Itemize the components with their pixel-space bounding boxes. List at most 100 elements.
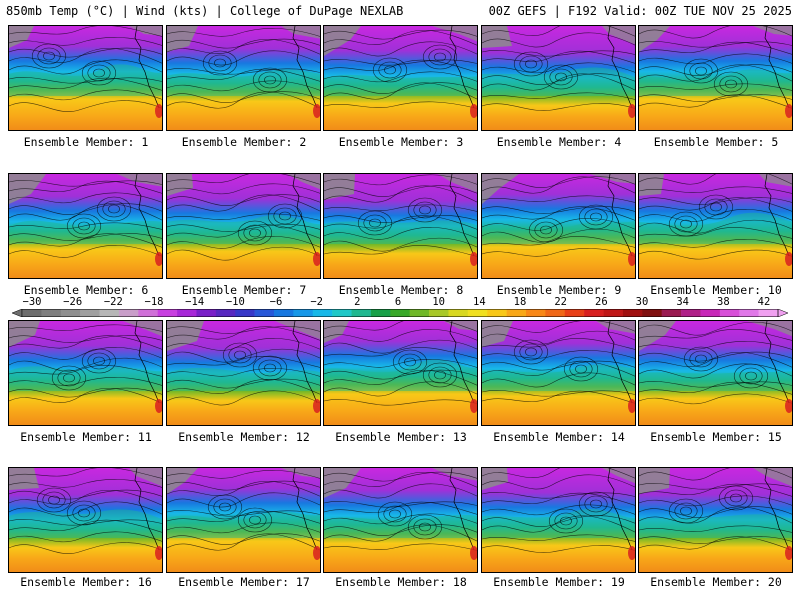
- temperature-map-svg: [639, 321, 792, 425]
- ensemble-member-map: [8, 173, 163, 279]
- circulation-contour: [228, 346, 252, 364]
- model-run-title: 00Z GEFS | F192 Valid: 00Z TUE NOV 25 20…: [488, 4, 792, 18]
- wind-streamline: [9, 519, 162, 533]
- wind-streamline: [9, 180, 162, 187]
- wind-streamline: [167, 390, 320, 406]
- wind-streamline: [639, 363, 792, 379]
- circulation-contour: [704, 198, 728, 216]
- circulation-contour: [422, 44, 458, 70]
- wind-streamline: [9, 365, 162, 377]
- wind-streamline: [482, 545, 635, 553]
- circulation-contour: [674, 502, 698, 520]
- wind-streamline: [482, 492, 635, 506]
- wind-streamline: [482, 50, 635, 64]
- wind-streamline: [482, 218, 635, 231]
- circulation-contour: [237, 220, 273, 246]
- circulation-contour: [569, 360, 593, 378]
- wind-streamline: [482, 360, 635, 371]
- wind-streamline: [324, 524, 477, 542]
- circulation-contour: [513, 339, 549, 365]
- circulation-contour: [372, 57, 408, 83]
- colorbar-segment: [99, 309, 120, 317]
- wind-streamline: [482, 50, 635, 57]
- wind-streamline: [9, 479, 162, 488]
- circulation-contour: [93, 68, 105, 78]
- circulation-contour: [575, 364, 587, 374]
- ensemble-member-label: Ensemble Member: 1: [23, 135, 149, 149]
- colorbar-segment: [235, 309, 255, 317]
- ensemble-member-map: [481, 173, 636, 279]
- circulation-contour: [267, 203, 303, 229]
- temperature-map-svg: [9, 468, 162, 572]
- wind-streamline: [167, 68, 320, 75]
- circulation-contour: [680, 219, 692, 229]
- wind-streamline: [324, 381, 477, 397]
- circulation-contour: [66, 500, 102, 526]
- warm-land-region: [628, 104, 635, 118]
- colorbar-segment: [661, 309, 682, 317]
- temperature-map-svg: [167, 174, 320, 278]
- temperature-gradient-band: [639, 69, 792, 96]
- temperature-gradient-band: [639, 514, 792, 538]
- wind-streamline: [482, 360, 635, 377]
- colorbar-tick-label: 34: [676, 296, 689, 308]
- circulation-contour: [689, 62, 713, 80]
- colorbar-segment: [351, 309, 372, 317]
- circulation-contour: [724, 489, 748, 507]
- wind-streamline: [639, 53, 792, 65]
- wind-streamline: [482, 26, 635, 37]
- land-shading: [639, 174, 664, 196]
- wind-streamline: [482, 338, 635, 350]
- temperature-field: [639, 174, 792, 278]
- wind-streamline: [9, 77, 162, 84]
- wind-streamline: [9, 37, 162, 46]
- ensemble-member-map: [323, 173, 478, 279]
- temperature-gradient-band: [324, 220, 477, 244]
- land-shading: [123, 321, 162, 337]
- circulation-contour: [555, 72, 567, 82]
- warm-land-region: [470, 104, 477, 118]
- land-shading: [602, 468, 635, 484]
- circulation-contour: [48, 495, 60, 505]
- wind-streamline: [639, 483, 792, 490]
- temperature-map-svg: [482, 26, 635, 130]
- coastline: [764, 321, 790, 404]
- circulation-contour: [525, 347, 537, 357]
- circulation-contour: [525, 59, 537, 69]
- colorbar-segment: [22, 309, 42, 317]
- circulation-contour: [237, 507, 273, 533]
- temperature-gradient-band: [167, 367, 320, 391]
- coastline: [292, 174, 318, 257]
- land-shading: [324, 174, 355, 200]
- wind-streamline: [324, 369, 477, 380]
- circulation-contour: [689, 350, 713, 368]
- circulation-contour: [739, 367, 763, 385]
- wind-streamline: [482, 372, 635, 388]
- wind-streamline: [167, 213, 320, 221]
- wind-streamline: [167, 522, 320, 534]
- temperature-field: [639, 26, 792, 130]
- wind-streamline: [639, 41, 792, 55]
- temperature-map-svg: [9, 174, 162, 278]
- colorbar-segment: [274, 309, 294, 317]
- wind-streamline: [324, 399, 477, 406]
- circulation-contour: [258, 359, 282, 377]
- colorbar-segment: [409, 309, 430, 317]
- wind-streamline: [482, 515, 635, 533]
- ensemble-member-label: Ensemble Member: 14: [493, 430, 625, 444]
- ensemble-member-map: [638, 173, 793, 279]
- ensemble-member-map: [481, 320, 636, 426]
- wind-streamline: [639, 219, 792, 234]
- circulation-contour: [719, 75, 743, 93]
- wind-streamline: [167, 480, 320, 491]
- circulation-contour: [563, 356, 599, 382]
- wind-streamline: [9, 47, 162, 58]
- wind-streamline: [639, 351, 792, 368]
- temperature-map-svg: [9, 26, 162, 130]
- colorbar-segment: [157, 309, 178, 317]
- wind-streamline: [639, 94, 792, 102]
- temperature-map-svg: [167, 26, 320, 130]
- wind-streamline: [9, 100, 162, 112]
- land-shading: [639, 321, 676, 351]
- ensemble-member-map: [8, 25, 163, 131]
